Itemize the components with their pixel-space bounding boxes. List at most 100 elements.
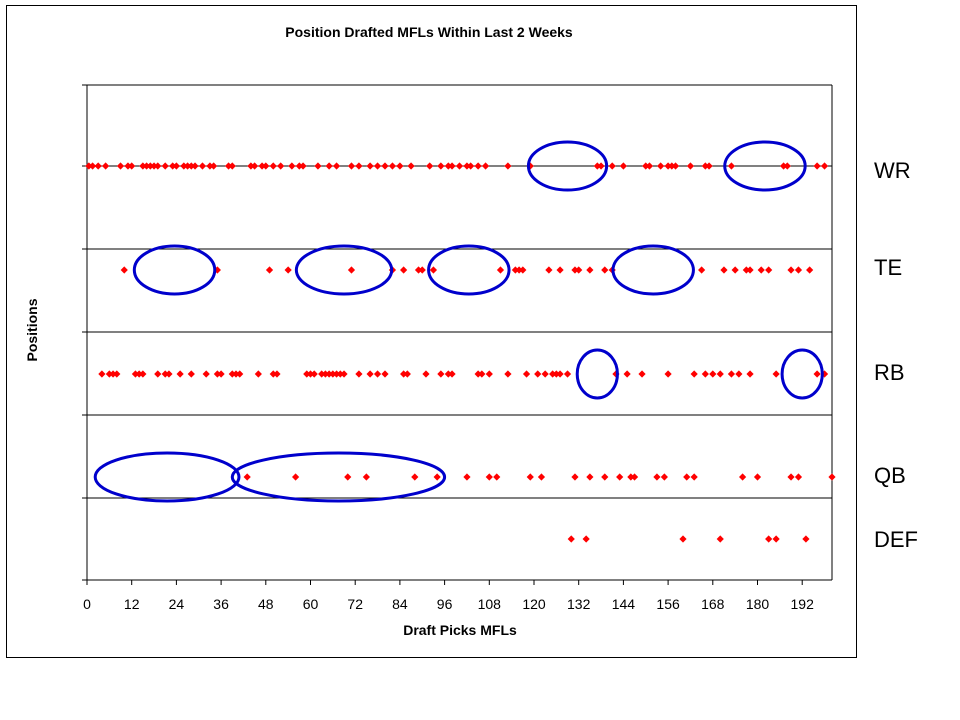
point-rb-30 xyxy=(340,370,348,378)
point-te-23 xyxy=(731,266,739,274)
x-tick-label-3: 36 xyxy=(213,596,229,612)
point-te-11 xyxy=(511,266,519,274)
point-wr-26 xyxy=(258,162,266,170)
point-rb-13 xyxy=(213,370,221,378)
point-def-0 xyxy=(567,535,575,543)
point-wr-25 xyxy=(251,162,259,170)
point-wr-69 xyxy=(779,162,788,170)
point-wr-58 xyxy=(619,162,627,170)
point-te-24 xyxy=(742,266,750,274)
point-wr-24 xyxy=(247,162,255,170)
position-label-wr: WR xyxy=(874,158,911,183)
point-wr-42 xyxy=(396,162,404,170)
point-wr-39 xyxy=(373,162,382,170)
point-qb-24 xyxy=(794,473,803,481)
point-qb-19 xyxy=(683,473,691,481)
point-wr-32 xyxy=(299,162,307,170)
point-rb-6 xyxy=(139,370,147,378)
point-qb-15 xyxy=(627,473,635,481)
point-rb-34 xyxy=(381,370,389,378)
point-rb-20 xyxy=(273,370,281,378)
point-rb-38 xyxy=(437,370,445,378)
point-te-21 xyxy=(698,266,706,274)
point-te-0 xyxy=(120,266,128,274)
point-wr-52 xyxy=(481,162,490,170)
x-tick-label-1: 12 xyxy=(124,596,140,612)
point-rb-47 xyxy=(541,370,549,378)
x-tick-label-16: 192 xyxy=(791,596,815,612)
point-qb-2 xyxy=(344,473,352,481)
point-def-3 xyxy=(716,535,724,543)
point-wr-50 xyxy=(467,162,475,170)
point-rb-44 xyxy=(504,370,512,378)
point-wr-34 xyxy=(325,162,333,170)
point-rb-46 xyxy=(534,370,542,378)
x-tick-label-13: 156 xyxy=(656,596,680,612)
point-rb-23 xyxy=(310,370,318,378)
point-wr-20 xyxy=(206,162,214,170)
point-wr-8 xyxy=(143,162,151,170)
point-wr-4 xyxy=(116,162,125,170)
point-qb-12 xyxy=(586,473,594,481)
point-wr-22 xyxy=(224,162,233,170)
highlight-ellipse-te-3 xyxy=(294,244,394,296)
point-rb-3 xyxy=(113,370,121,378)
x-tick-label-12: 144 xyxy=(612,596,636,612)
point-rb-9 xyxy=(165,370,173,378)
point-wr-40 xyxy=(381,162,389,170)
point-rb-50 xyxy=(556,370,564,378)
point-rb-11 xyxy=(187,370,195,378)
point-rb-53 xyxy=(623,370,631,378)
x-tick-label-9: 108 xyxy=(478,596,502,612)
point-rb-36 xyxy=(403,370,411,378)
point-wr-10 xyxy=(150,162,158,170)
point-rb-41 xyxy=(474,370,482,378)
point-rb-58 xyxy=(709,370,717,378)
point-qb-22 xyxy=(753,473,762,481)
x-tick-label-7: 84 xyxy=(392,596,408,612)
point-te-12 xyxy=(515,266,523,274)
point-te-2 xyxy=(265,266,274,274)
x-tick-label-6: 72 xyxy=(347,596,363,612)
point-rb-31 xyxy=(355,370,363,378)
point-wr-2 xyxy=(94,162,102,170)
point-te-26 xyxy=(757,266,765,274)
point-rb-0 xyxy=(98,370,106,378)
position-label-te: TE xyxy=(874,255,903,280)
point-rb-22 xyxy=(306,370,315,378)
highlight-ellipse-te-4 xyxy=(427,244,511,296)
point-rb-15 xyxy=(228,370,236,378)
point-def-1 xyxy=(582,535,590,543)
point-te-15 xyxy=(556,266,564,274)
point-wr-35 xyxy=(332,162,341,170)
x-tick-label-15: 180 xyxy=(746,596,770,612)
point-wr-23 xyxy=(228,162,236,170)
point-wr-66 xyxy=(701,162,709,170)
point-rb-61 xyxy=(735,370,743,378)
point-qb-17 xyxy=(653,473,661,481)
point-rb-42 xyxy=(478,370,486,378)
point-te-14 xyxy=(545,266,553,274)
point-qb-20 xyxy=(690,473,698,481)
point-wr-17 xyxy=(187,162,195,170)
point-wr-36 xyxy=(347,162,356,170)
point-qb-25 xyxy=(828,473,836,481)
point-rb-24 xyxy=(318,370,326,378)
points-layer xyxy=(85,162,836,543)
point-wr-28 xyxy=(269,162,277,170)
point-rb-35 xyxy=(400,370,408,378)
point-wr-61 xyxy=(657,162,665,170)
point-wr-49 xyxy=(463,162,471,170)
point-qb-7 xyxy=(485,473,493,481)
point-rb-8 xyxy=(161,370,169,378)
point-qb-18 xyxy=(660,473,668,481)
point-rb-57 xyxy=(701,370,709,378)
point-wr-12 xyxy=(161,162,169,170)
point-wr-14 xyxy=(172,162,180,170)
highlight-ellipse-wr-0 xyxy=(526,140,609,192)
point-te-19 xyxy=(601,266,609,274)
axis-layer: 0 12 24 36 48 60 72 84 96 108 120 132 144 156 168 180 19… xyxy=(82,84,832,612)
point-rb-62 xyxy=(746,370,754,378)
chart-title: Position Drafted MFLs Within Last 2 Week… xyxy=(285,24,573,40)
